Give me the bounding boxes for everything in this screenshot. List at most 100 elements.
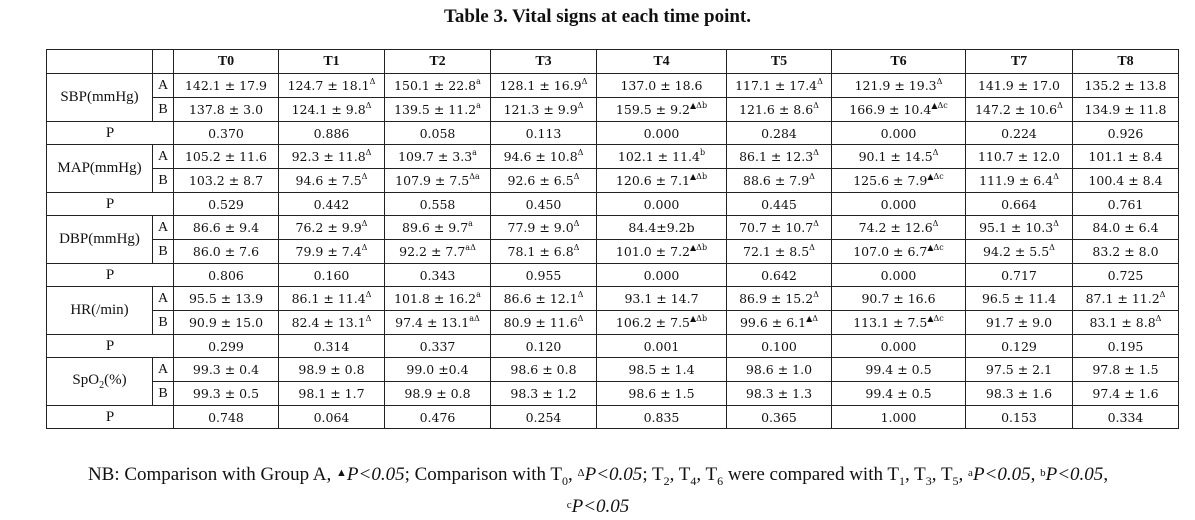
- note-text: P<0.05: [571, 495, 630, 517]
- note-text: P<0.05: [584, 464, 643, 485]
- value-cell: 97.8 ± 1.5: [1072, 357, 1179, 382]
- value-cell: 97.5 ± 2.1: [965, 357, 1073, 382]
- column-header: T1: [278, 49, 385, 74]
- value-cell: 99.3 ± 0.5: [173, 381, 279, 406]
- value-cell: 86.0 ± 7.6: [173, 239, 279, 264]
- group-label: B: [152, 310, 174, 335]
- value-cell: 98.5 ± 1.4: [596, 357, 727, 382]
- variable-label: SBP(mmHg): [46, 73, 153, 122]
- group-label: B: [152, 239, 174, 264]
- value-cell: 86.1 ± 11.4Δ: [278, 286, 385, 311]
- column-header: T5: [726, 49, 832, 74]
- note-text: ,: [958, 464, 969, 485]
- p-value-cell: 0.000: [596, 263, 727, 287]
- value-cell: 95.5 ± 13.9: [173, 286, 279, 311]
- value-cell: 77.9 ± 9.0Δ: [490, 215, 597, 240]
- note-text: NB: Comparison with Group A,: [87, 464, 336, 485]
- variable-label: SpO2(%): [46, 357, 153, 406]
- note-sub: 5: [952, 473, 959, 488]
- table-row: B 90.9 ± 15.0 82.4 ± 13.1Δ 97.4 ± 13.1aΔ 80.…: [47, 310, 1179, 335]
- p-value-row: P 0.370 0.886 0.058 0.113 0.000 0.284 0.000 0.22…: [46, 121, 1179, 145]
- note-symbol: b: [1040, 467, 1046, 479]
- value-cell: 135.2 ± 13.8: [1072, 73, 1179, 98]
- value-cell: 99.4 ± 0.5: [831, 381, 966, 406]
- value-cell: 106.2 ± 7.5▲Δb: [596, 310, 727, 335]
- p-value-cell: 0.717: [965, 263, 1073, 287]
- table-row: B 99.3 ± 0.5 98.1 ± 1.7 98.9 ± 0.8 98.3 ± 1.…: [47, 381, 1179, 406]
- value-cell: 92.3 ± 11.8Δ: [278, 144, 385, 169]
- note-text: , T: [696, 464, 718, 485]
- value-cell: 92.2 ± 7.7aΔ: [384, 239, 491, 264]
- value-cell: 125.6 ± 7.9▲Δc: [831, 168, 966, 193]
- table-row: B 86.0 ± 7.6 79.9 ± 7.4Δ 92.2 ± 7.7aΔ 78.1 ±…: [47, 239, 1179, 264]
- value-cell: 83.2 ± 8.0: [1072, 239, 1179, 264]
- value-cell: 79.9 ± 7.4Δ: [278, 239, 385, 264]
- table-row: MAP(mmHg) A 105.2 ± 11.6 92.3 ± 11.8Δ 109.7 …: [46, 144, 1179, 193]
- value-cell: 84.4±9.2b: [596, 215, 727, 240]
- value-cell: 99.6 ± 6.1▲Δ: [726, 310, 832, 335]
- value-cell: 99.0 ±0.4: [384, 357, 491, 382]
- p-value-cell: 0.000: [831, 192, 966, 216]
- table-row: DBP(mmHg) A 86.6 ± 9.4 76.2 ± 9.9Δ 89.6 ± 9.…: [46, 215, 1179, 264]
- p-value-cell: 0.299: [173, 334, 279, 358]
- value-cell: 121.9 ± 19.3Δ: [831, 73, 966, 98]
- variable-label: HR(/min): [46, 286, 153, 335]
- value-cell: 70.7 ± 10.7Δ: [726, 215, 832, 240]
- value-cell: 102.1 ± 11.4b: [596, 144, 727, 169]
- value-cell: 97.4 ± 13.1aΔ: [384, 310, 491, 335]
- group-label: B: [152, 381, 174, 406]
- value-cell: 139.5 ± 11.2a: [384, 97, 491, 122]
- p-value-cell: 0.284: [726, 121, 832, 145]
- p-value-cell: 0.129: [965, 334, 1073, 358]
- p-value-cell: 0.160: [278, 263, 385, 287]
- p-value-cell: 0.450: [490, 192, 597, 216]
- note-sub: 3: [925, 473, 932, 488]
- value-cell: 120.6 ± 7.1▲Δb: [596, 168, 727, 193]
- p-value-cell: 0.370: [173, 121, 279, 145]
- p-label: P: [46, 334, 174, 358]
- note-text: ,: [1030, 464, 1041, 485]
- value-cell: 98.6 ± 1.5: [596, 381, 727, 406]
- note-symbol: c: [566, 498, 572, 511]
- value-cell: 78.1 ± 6.8Δ: [490, 239, 597, 264]
- value-cell: 72.1 ± 8.5Δ: [726, 239, 832, 264]
- p-value-row: P 0.806 0.160 0.343 0.955 0.000 0.642 0.000 0.71…: [46, 263, 1179, 287]
- value-cell: 124.7 ± 18.1Δ: [278, 73, 385, 98]
- value-cell: 147.2 ± 10.6Δ: [965, 97, 1073, 122]
- value-cell: 94.2 ± 5.5Δ: [965, 239, 1073, 264]
- value-cell: 93.1 ± 14.7: [596, 286, 727, 311]
- value-cell: 99.3 ± 0.4: [173, 357, 279, 382]
- note-sub: 4: [690, 473, 697, 488]
- table-row: B 137.8 ± 3.0 124.1 ± 9.8Δ 139.5 ± 11.2a 121…: [47, 97, 1179, 122]
- p-value-cell: 0.558: [384, 192, 491, 216]
- p-value-cell: 0.000: [596, 192, 727, 216]
- p-label: P: [46, 405, 174, 429]
- p-value-cell: 0.365: [726, 405, 832, 429]
- header-blank: [46, 49, 153, 74]
- value-cell: 82.4 ± 13.1Δ: [278, 310, 385, 335]
- column-header: T6: [831, 49, 966, 74]
- group-label: A: [152, 357, 174, 382]
- value-cell: 94.6 ± 7.5Δ: [278, 168, 385, 193]
- value-cell: 103.2 ± 8.7: [173, 168, 279, 193]
- table-row: B 103.2 ± 8.7 94.6 ± 7.5Δ 107.9 ± 7.5Δa 92.6…: [47, 168, 1179, 193]
- value-cell: 98.3 ± 1.3: [726, 381, 832, 406]
- value-cell: 128.1 ± 16.9Δ: [490, 73, 597, 98]
- value-cell: 88.6 ± 7.9Δ: [726, 168, 832, 193]
- value-cell: 86.9 ± 15.2Δ: [726, 286, 832, 311]
- value-cell: 121.3 ± 9.9Δ: [490, 97, 597, 122]
- group-label: A: [152, 144, 174, 169]
- note-sub: 0: [562, 473, 569, 488]
- p-value-cell: 0.835: [596, 405, 727, 429]
- value-cell: 101.0 ± 7.2▲Δb: [596, 239, 727, 264]
- note-symbol: a: [968, 467, 973, 479]
- p-value-cell: 0.195: [1072, 334, 1179, 358]
- value-cell: 141.9 ± 17.0: [965, 73, 1073, 98]
- note-text: were compared with T: [723, 464, 900, 485]
- p-value-cell: 0.100: [726, 334, 832, 358]
- value-cell: 109.7 ± 3.3a: [384, 144, 491, 169]
- p-value-cell: 1.000: [831, 405, 966, 429]
- note-text: , T: [931, 464, 953, 485]
- note-sub: 2: [663, 473, 670, 488]
- note-sub: 6: [717, 473, 724, 488]
